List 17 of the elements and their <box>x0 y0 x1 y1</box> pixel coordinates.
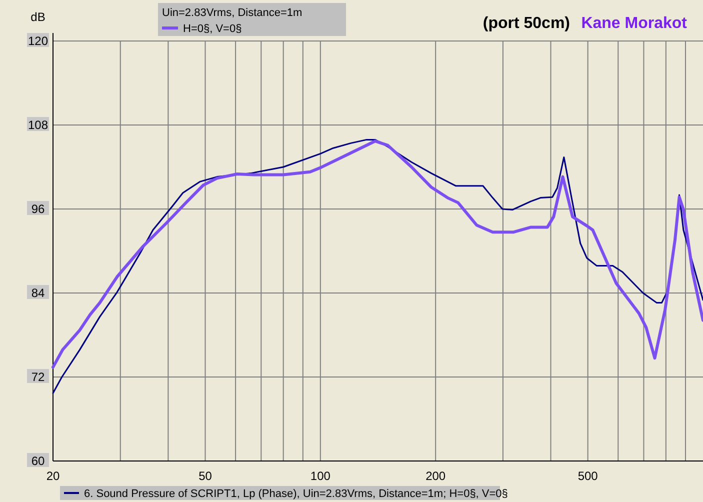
y-tick-label: 84 <box>31 286 45 300</box>
y-axis-title: dB <box>30 10 46 24</box>
legend-label: H=0§, V=0§ <box>183 23 242 35</box>
x-tick-label: 20 <box>46 469 60 483</box>
y-tick-label: 96 <box>31 202 45 216</box>
x-tick-label: 500 <box>578 469 598 483</box>
x-tick-label: 200 <box>426 469 446 483</box>
x-tick-label: 50 <box>198 469 212 483</box>
y-tick-label: 120 <box>28 34 48 48</box>
y-tick-label: 60 <box>31 454 45 468</box>
y-tick-label: 72 <box>31 370 45 384</box>
text: Kane Morakot <box>581 15 688 32</box>
x-tick-label: 100 <box>310 469 331 483</box>
chart-title: (port 50cm) <box>482 15 570 32</box>
legend-label: 6. Sound Pressure of SCRIPT1, Lp (Phase), Uin=2.83Vrms, Distance=1m; H=0§, V=0§ <box>84 488 508 500</box>
y-tick-label: 108 <box>28 118 48 132</box>
legend-title: Uin=2.83Vrms, Distance=1m <box>162 7 302 19</box>
